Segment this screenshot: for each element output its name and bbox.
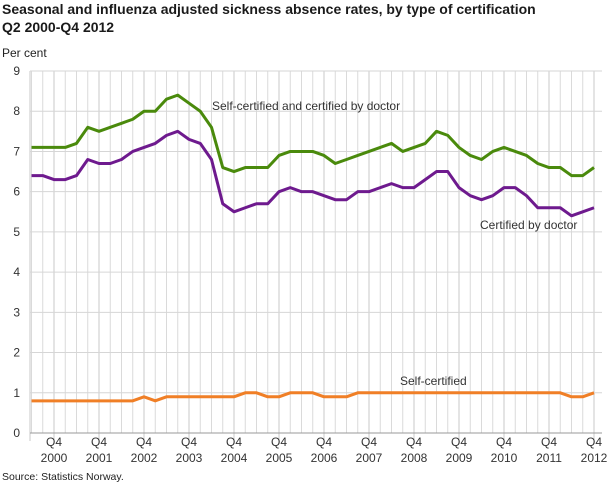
y-tick-label: 4 — [13, 265, 20, 279]
x-tick-quarter-label: Q4 — [91, 435, 107, 449]
x-tick-quarter-label: Q4 — [361, 435, 377, 449]
y-axis-label: Per cent — [2, 46, 47, 60]
y-tick-label: 8 — [13, 104, 20, 118]
x-tick-year-label: 2004 — [221, 451, 248, 465]
x-tick-quarter-label: Q4 — [181, 435, 197, 449]
y-tick-label: 7 — [13, 144, 20, 158]
x-tick-year-label: 2010 — [491, 451, 518, 465]
y-tick-label: 0 — [13, 426, 20, 440]
x-tick-quarter-label: Q4 — [136, 435, 152, 449]
x-tick-quarter-label: Q4 — [226, 435, 242, 449]
x-tick-year-label: 2011 — [536, 451, 562, 465]
series-label: Self-certified — [400, 374, 467, 388]
chart-title: Seasonal and influenza adjusted sickness… — [2, 0, 536, 36]
y-tick-label: 2 — [13, 346, 20, 360]
y-tick-label: 1 — [13, 386, 20, 400]
series-line-2 — [31, 129, 595, 218]
x-tick-quarter-label: Q4 — [271, 435, 287, 449]
x-tick-year-label: 2009 — [446, 451, 473, 465]
chart-subtitle: Q2 2000-Q4 2012 — [2, 19, 115, 35]
source-note: Source: Statistics Norway. — [2, 471, 124, 483]
series-line-3 — [31, 391, 595, 403]
x-tick-quarter-label: Q4 — [46, 435, 62, 449]
x-tick-year-label: 2007 — [356, 451, 383, 465]
x-tick-quarter-label: Q4 — [586, 435, 602, 449]
x-tick-quarter-label: Q4 — [406, 435, 422, 449]
series-label: Certified by doctor — [480, 218, 577, 232]
chart-title-text: Seasonal and influenza adjusted sickness… — [2, 1, 536, 17]
x-tick-quarter-label: Q4 — [541, 435, 557, 449]
x-tick-year-label: 2002 — [131, 451, 158, 465]
series-line-1 — [31, 93, 595, 178]
x-tick-year-label: 2006 — [311, 451, 338, 465]
series-label: Self-certified and certified by doctor — [212, 99, 400, 113]
y-tick-label: 9 — [13, 64, 20, 78]
x-tick-year-label: 2001 — [86, 451, 113, 465]
y-tick-label: 3 — [13, 305, 20, 319]
x-tick-year-label: 2012 — [581, 451, 608, 465]
x-tick-year-label: 2000 — [41, 451, 68, 465]
y-tick-label: 6 — [13, 185, 20, 199]
x-tick-quarter-label: Q4 — [316, 435, 332, 449]
x-tick-quarter-label: Q4 — [451, 435, 467, 449]
x-tick-year-label: 2005 — [266, 451, 293, 465]
x-tick-year-label: 2003 — [176, 451, 203, 465]
y-tick-label: 5 — [13, 225, 20, 239]
x-tick-year-label: 2008 — [401, 451, 428, 465]
x-tick-quarter-label: Q4 — [496, 435, 512, 449]
